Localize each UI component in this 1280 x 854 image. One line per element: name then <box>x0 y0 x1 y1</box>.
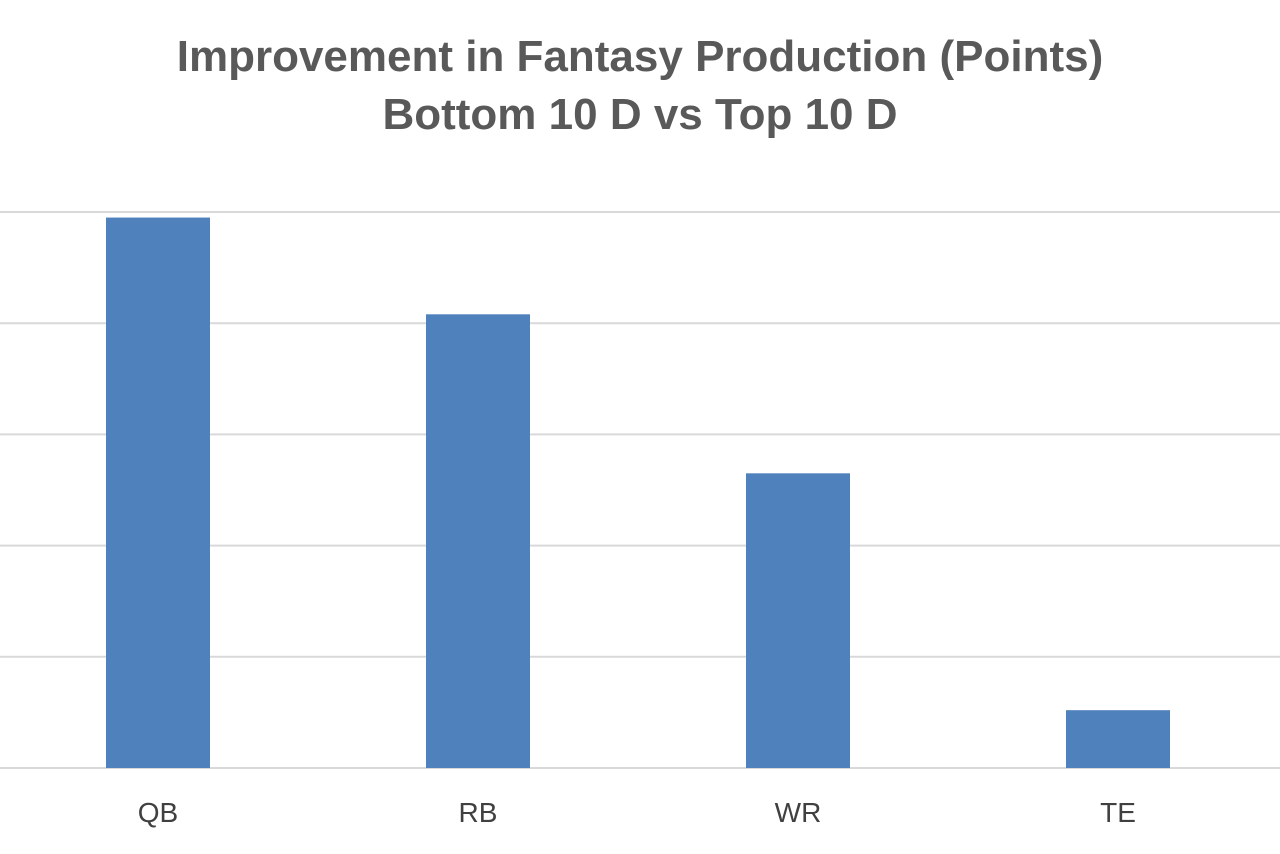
chart-subtitle: Bottom 10 D vs Top 10 D <box>382 90 898 139</box>
bar-qb <box>106 217 210 768</box>
bar-te <box>1066 710 1170 768</box>
bar-rb <box>426 314 530 768</box>
category-label-rb: RB <box>459 797 498 828</box>
gridlines <box>0 211 1280 769</box>
bar-wr <box>746 473 850 768</box>
category-label-te: TE <box>1100 797 1136 828</box>
category-labels: QB RB WR TE <box>138 797 1136 828</box>
chart-title-block: Improvement in Fantasy Production (Point… <box>0 28 1280 144</box>
category-label-wr: WR <box>775 797 822 828</box>
bars <box>106 217 1170 768</box>
category-label-qb: QB <box>138 797 178 828</box>
chart-title: Improvement in Fantasy Production (Point… <box>176 32 1104 81</box>
